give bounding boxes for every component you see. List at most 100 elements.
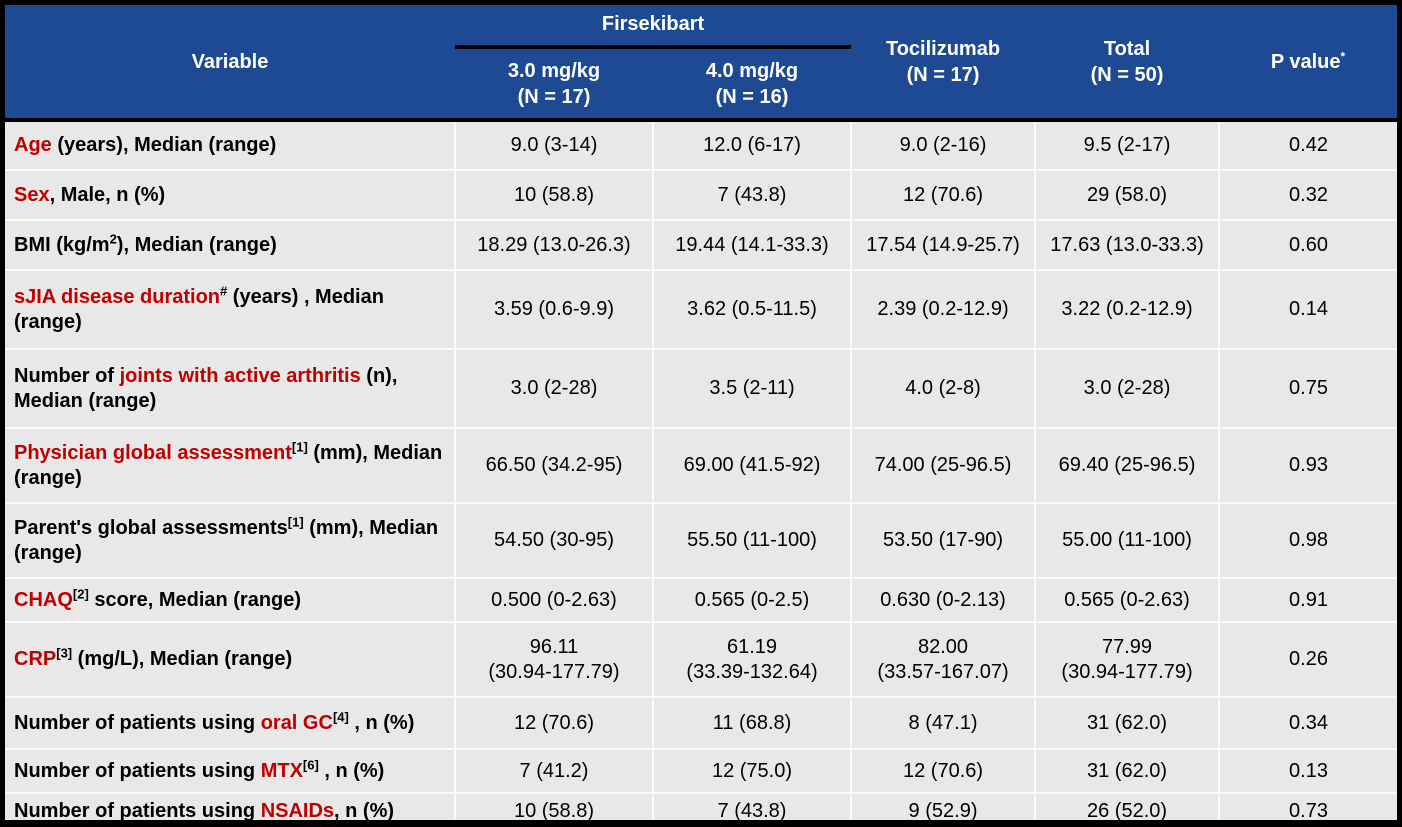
label-segment: Number of patients using [14,800,261,822]
column-header-total: Total (N = 50) [1035,5,1220,120]
value-cell: 12.0 (6-17) [653,118,853,171]
value-cell: 0.75 [1219,349,1397,429]
label-segment: score, Median (range) [88,588,302,611]
label-segment-red: Sex [14,183,50,206]
value-cell: 3.62 (0.5-11.5) [653,270,853,350]
label-superscript: [1] [291,438,308,454]
label-segment: , n (%) [348,711,415,734]
table-row: BMI (kg/m2), Median (range) 18.29 (13.0-2… [5,220,1397,271]
label-segment: Number of patients using [14,759,261,782]
value-cell: 9.0 (3-14) [455,118,654,171]
value-cell: 3.5 (2-11) [653,349,853,429]
label-segment-red: sJIA disease duration [14,285,220,308]
table-row: Age (years), Median (range) 9.0 (3-14) 12.… [5,118,1397,171]
value-cell: 82.00 (33.57-167.07) [851,622,1037,698]
label-superscript: [4] [332,708,349,724]
label-superscript: 2 [109,230,117,246]
label-segment: (years) , Median (range) [14,285,384,333]
label-segment: ), Median (range) [116,233,277,256]
label-superscript: # [220,282,228,298]
value-cell: 9 (52.9) [851,793,1037,820]
pvalue-label: P value [1270,50,1341,73]
value-cell: 10 (58.8) [455,793,654,820]
value-cell: 0.73 [1219,793,1397,820]
table-row: Physician global assessment[1] (mm), Med… [5,428,1397,504]
value-cell: 29 (58.0) [1035,170,1221,221]
label-segment-red: joints with active arthritis [119,364,361,387]
table-row: CRP[3] (mg/L), Median (range) 96.11 (30.9… [5,622,1397,698]
label-superscript: [6] [302,756,319,772]
value-cell: 54.50 (30-95) [455,503,654,579]
value-cell: 0.565 (0-2.5) [653,578,853,623]
value-cell: 3.0 (2-28) [1035,349,1221,429]
table-row: Parent's global assessments[1] (mm), Med… [5,503,1397,579]
total-n: (N = 50) [1090,63,1164,86]
total-name: Total [1103,37,1151,60]
row-label: sJIA disease duration# (years) , Median … [5,270,456,350]
table-row: CHAQ[2] score, Median (range) 0.500 (0-2.… [5,578,1397,623]
row-label: Parent's global assessments[1] (mm), Med… [5,503,456,579]
row-label: Number of patients using NSAIDs, n (%) [5,793,456,822]
value-cell: 19.44 (14.1-33.3) [653,220,853,271]
tocilizumab-n: (N = 17) [906,63,980,86]
label-segment: (mm), Median (range) [14,516,439,564]
value-cell: 66.50 (34.2-95) [455,428,654,504]
dose-3mg-label: 3.0 mg/kg [507,59,601,82]
value-cell: 0.13 [1219,749,1397,794]
label-segment: (mg/L), Median (range) [72,648,293,670]
value-cell: 12 (70.6) [851,170,1037,221]
row-label: BMI (kg/m2), Median (range) [5,220,456,271]
label-segment: (mm), Median (range) [14,441,443,489]
value-cell: 69.00 (41.5-92) [653,428,853,504]
value-cell: 61.19 (33.39-132.64) [653,622,853,698]
value-cell: 0.42 [1219,118,1397,171]
group-header-label: Firsekibart [601,13,705,35]
label-segment-red: Physician global assessment [14,441,292,464]
column-header-pvalue: P value* [1219,5,1397,120]
value-cell: 96.11 (30.94-177.79) [455,622,654,698]
label-segment: Number of patients using [14,711,261,734]
label-segment: (n), Median (range) [14,364,398,412]
value-cell: 2.39 (0.2-12.9) [851,270,1037,350]
row-label: Physician global assessment[1] (mm), Med… [5,428,456,504]
value-cell: 69.40 (25-96.5) [1035,428,1221,504]
label-segment-red: Age [14,134,52,156]
value-cell: 31 (62.0) [1035,749,1221,794]
value-cell: 8 (47.1) [851,697,1037,750]
value-cell: 0.32 [1219,170,1397,221]
value-cell: 7 (41.2) [455,749,654,794]
data-table: Variable Firsekibart Tocilizumab (N = 17… [5,5,1397,822]
row-label: CHAQ[2] score, Median (range) [5,578,456,623]
value-cell: 26 (52.0) [1035,793,1221,820]
tocilizumab-name: Tocilizumab [885,37,1001,60]
label-segment: BMI (kg/m [14,233,110,256]
table-row: Sex, Male, n (%) 10 (58.8) 7 (43.8) 12 (70.… [5,170,1397,221]
column-header-variable: Variable [5,5,455,120]
row-label: Number of patients using MTX[6] , n (%) [5,749,456,794]
value-cell: 55.50 (11-100) [653,503,853,579]
label-superscript: [2] [72,585,89,601]
variable-header-label: Variable [191,50,269,73]
label-segment: Parent's global assessments [14,516,288,539]
row-label: Sex, Male, n (%) [5,170,456,221]
label-segment-red: MTX [260,759,303,782]
value-cell: 0.91 [1219,578,1397,623]
label-segment: (years), Median (range) [51,134,277,156]
value-cell: 11 (68.8) [653,697,853,750]
value-cell: 53.50 (17-90) [851,503,1037,579]
column-header-dose-3mg: 3.0 mg/kg (N = 17) [455,47,653,120]
value-cell: 0.34 [1219,697,1397,750]
value-cell: 9.5 (2-17) [1035,118,1221,171]
label-segment: Number of [14,364,120,387]
label-segment-red: NSAIDs [260,800,335,822]
value-cell: 0.630 (0-2.13) [851,578,1037,623]
value-cell: 0.60 [1219,220,1397,271]
row-label: Number of patients using oral GC[4] , n … [5,697,456,750]
value-cell: 7 (43.8) [653,793,853,820]
value-cell: 12 (75.0) [653,749,853,794]
row-label: Number of joints with active arthritis (… [5,349,456,429]
value-cell: 10 (58.8) [455,170,654,221]
column-header-tocilizumab: Tocilizumab (N = 17) [851,5,1036,120]
value-cell: 55.00 (11-100) [1035,503,1221,579]
